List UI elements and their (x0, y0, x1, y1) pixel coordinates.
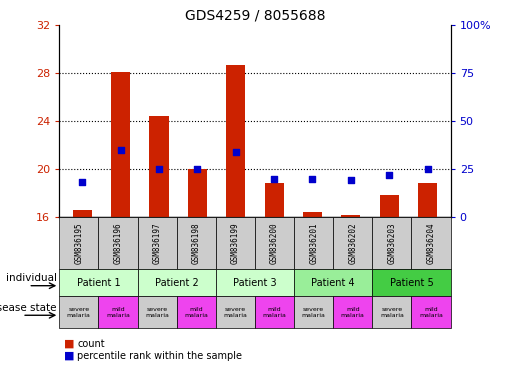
Bar (73, 210, 92, 217)
Point (270, 175, 278, 182)
Bar (226, 65, 245, 217)
Point (347, 177, 355, 184)
Text: GSM836200: GSM836200 (270, 222, 279, 264)
Bar (149, 116, 168, 217)
Text: GSM836204: GSM836204 (426, 222, 436, 264)
Text: GSM836201: GSM836201 (309, 222, 318, 264)
Bar (418, 184, 437, 217)
Text: Patient 3: Patient 3 (233, 278, 277, 288)
Bar (303, 212, 322, 217)
Point (308, 175, 317, 182)
Text: severe
malaria: severe malaria (380, 307, 404, 318)
Text: Patient 1: Patient 1 (77, 278, 120, 288)
Text: individual: individual (6, 273, 57, 283)
Text: Patient 5: Patient 5 (390, 278, 433, 288)
Text: ■: ■ (64, 351, 75, 361)
Text: GSM836195: GSM836195 (74, 222, 83, 264)
Text: ■: ■ (64, 339, 75, 349)
Text: mild
malaria: mild malaria (184, 307, 208, 318)
Text: Patient 4: Patient 4 (312, 278, 355, 288)
Point (155, 166, 163, 172)
Bar (341, 215, 360, 217)
Text: Patient 2: Patient 2 (155, 278, 198, 288)
Text: severe
malaria: severe malaria (67, 307, 91, 318)
Point (78, 179, 87, 185)
Point (385, 172, 393, 178)
Text: mild
malaria: mild malaria (263, 307, 286, 318)
Bar (188, 169, 207, 217)
Text: GSM836196: GSM836196 (113, 222, 123, 264)
Text: mild
malaria: mild malaria (419, 307, 443, 318)
Text: severe
malaria: severe malaria (302, 307, 325, 318)
Text: severe
malaria: severe malaria (145, 307, 169, 318)
Bar (380, 195, 399, 217)
Text: percentile rank within the sample: percentile rank within the sample (77, 351, 242, 361)
Title: GDS4259 / 8055688: GDS4259 / 8055688 (185, 8, 325, 22)
Point (423, 166, 432, 172)
Text: severe
malaria: severe malaria (224, 307, 247, 318)
Point (232, 149, 240, 155)
Point (116, 147, 125, 153)
Text: GSM836197: GSM836197 (152, 222, 162, 264)
Point (193, 166, 201, 172)
Text: GSM836199: GSM836199 (231, 222, 240, 264)
Text: disease state: disease state (0, 303, 57, 313)
Text: mild
malaria: mild malaria (106, 307, 130, 318)
Text: GSM836203: GSM836203 (387, 222, 397, 264)
Text: GSM836202: GSM836202 (348, 222, 357, 264)
Text: count: count (77, 339, 105, 349)
Bar (111, 72, 130, 217)
Text: GSM836198: GSM836198 (192, 222, 201, 264)
Bar (265, 184, 284, 217)
Text: mild
malaria: mild malaria (341, 307, 365, 318)
